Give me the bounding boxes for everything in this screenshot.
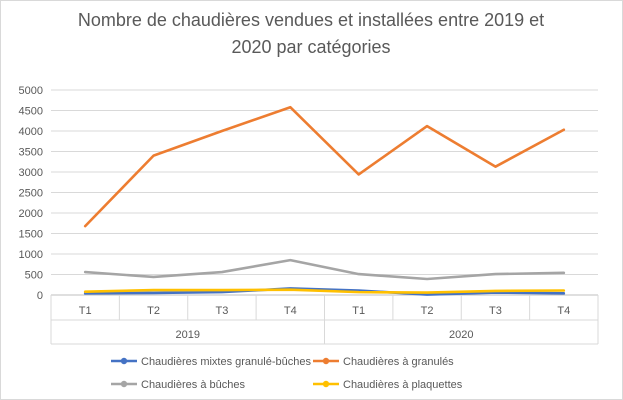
legend-swatch-marker [322, 357, 330, 365]
x-tick-label: T3 [489, 305, 502, 317]
x-tick-label: T2 [421, 305, 434, 317]
y-tick-label: 4000 [19, 126, 43, 138]
x-group-label: 2019 [176, 329, 200, 341]
legend-label: Chaudières à plaquettes [343, 379, 463, 391]
y-tick-label: 5000 [19, 85, 43, 97]
series-line [83, 287, 566, 296]
legend-swatch-marker [322, 380, 330, 388]
x-tick-label: T4 [284, 305, 297, 317]
x-group-label: 2020 [449, 329, 473, 341]
chart-title: Nombre de chaudières vendues et installé… [61, 7, 561, 61]
legend-swatch-marker [120, 380, 128, 388]
y-tick-label: 0 [37, 290, 43, 302]
legend-label: Chaudières à granulés [343, 356, 454, 368]
legend-label: Chaudières mixtes granulé-bûches [141, 356, 311, 368]
y-tick-label: 3000 [19, 167, 43, 179]
series-line [83, 288, 566, 294]
y-tick-label: 500 [25, 270, 43, 282]
series-line [83, 258, 566, 281]
y-tick-label: 1000 [19, 249, 43, 261]
legend-label: Chaudières à bûches [141, 379, 245, 391]
y-tick-label: 2000 [19, 208, 43, 220]
y-tick-label: 3500 [19, 147, 43, 159]
y-tick-label: 1500 [19, 229, 43, 241]
y-tick-label: 2500 [19, 188, 43, 200]
x-tick-label: T3 [216, 305, 229, 317]
legend-swatch-marker [120, 357, 128, 365]
x-tick-label: T2 [147, 305, 160, 317]
series-line [83, 105, 566, 228]
chart-title-line-1: Nombre de chaudières vendues et installé… [77, 10, 545, 30]
y-tick-label: 4500 [19, 106, 43, 118]
x-tick-label: T1 [79, 305, 92, 317]
chart-title-line-2: 2020 par catégories [231, 37, 391, 57]
x-tick-label: T1 [352, 305, 365, 317]
x-tick-label: T4 [557, 305, 570, 317]
